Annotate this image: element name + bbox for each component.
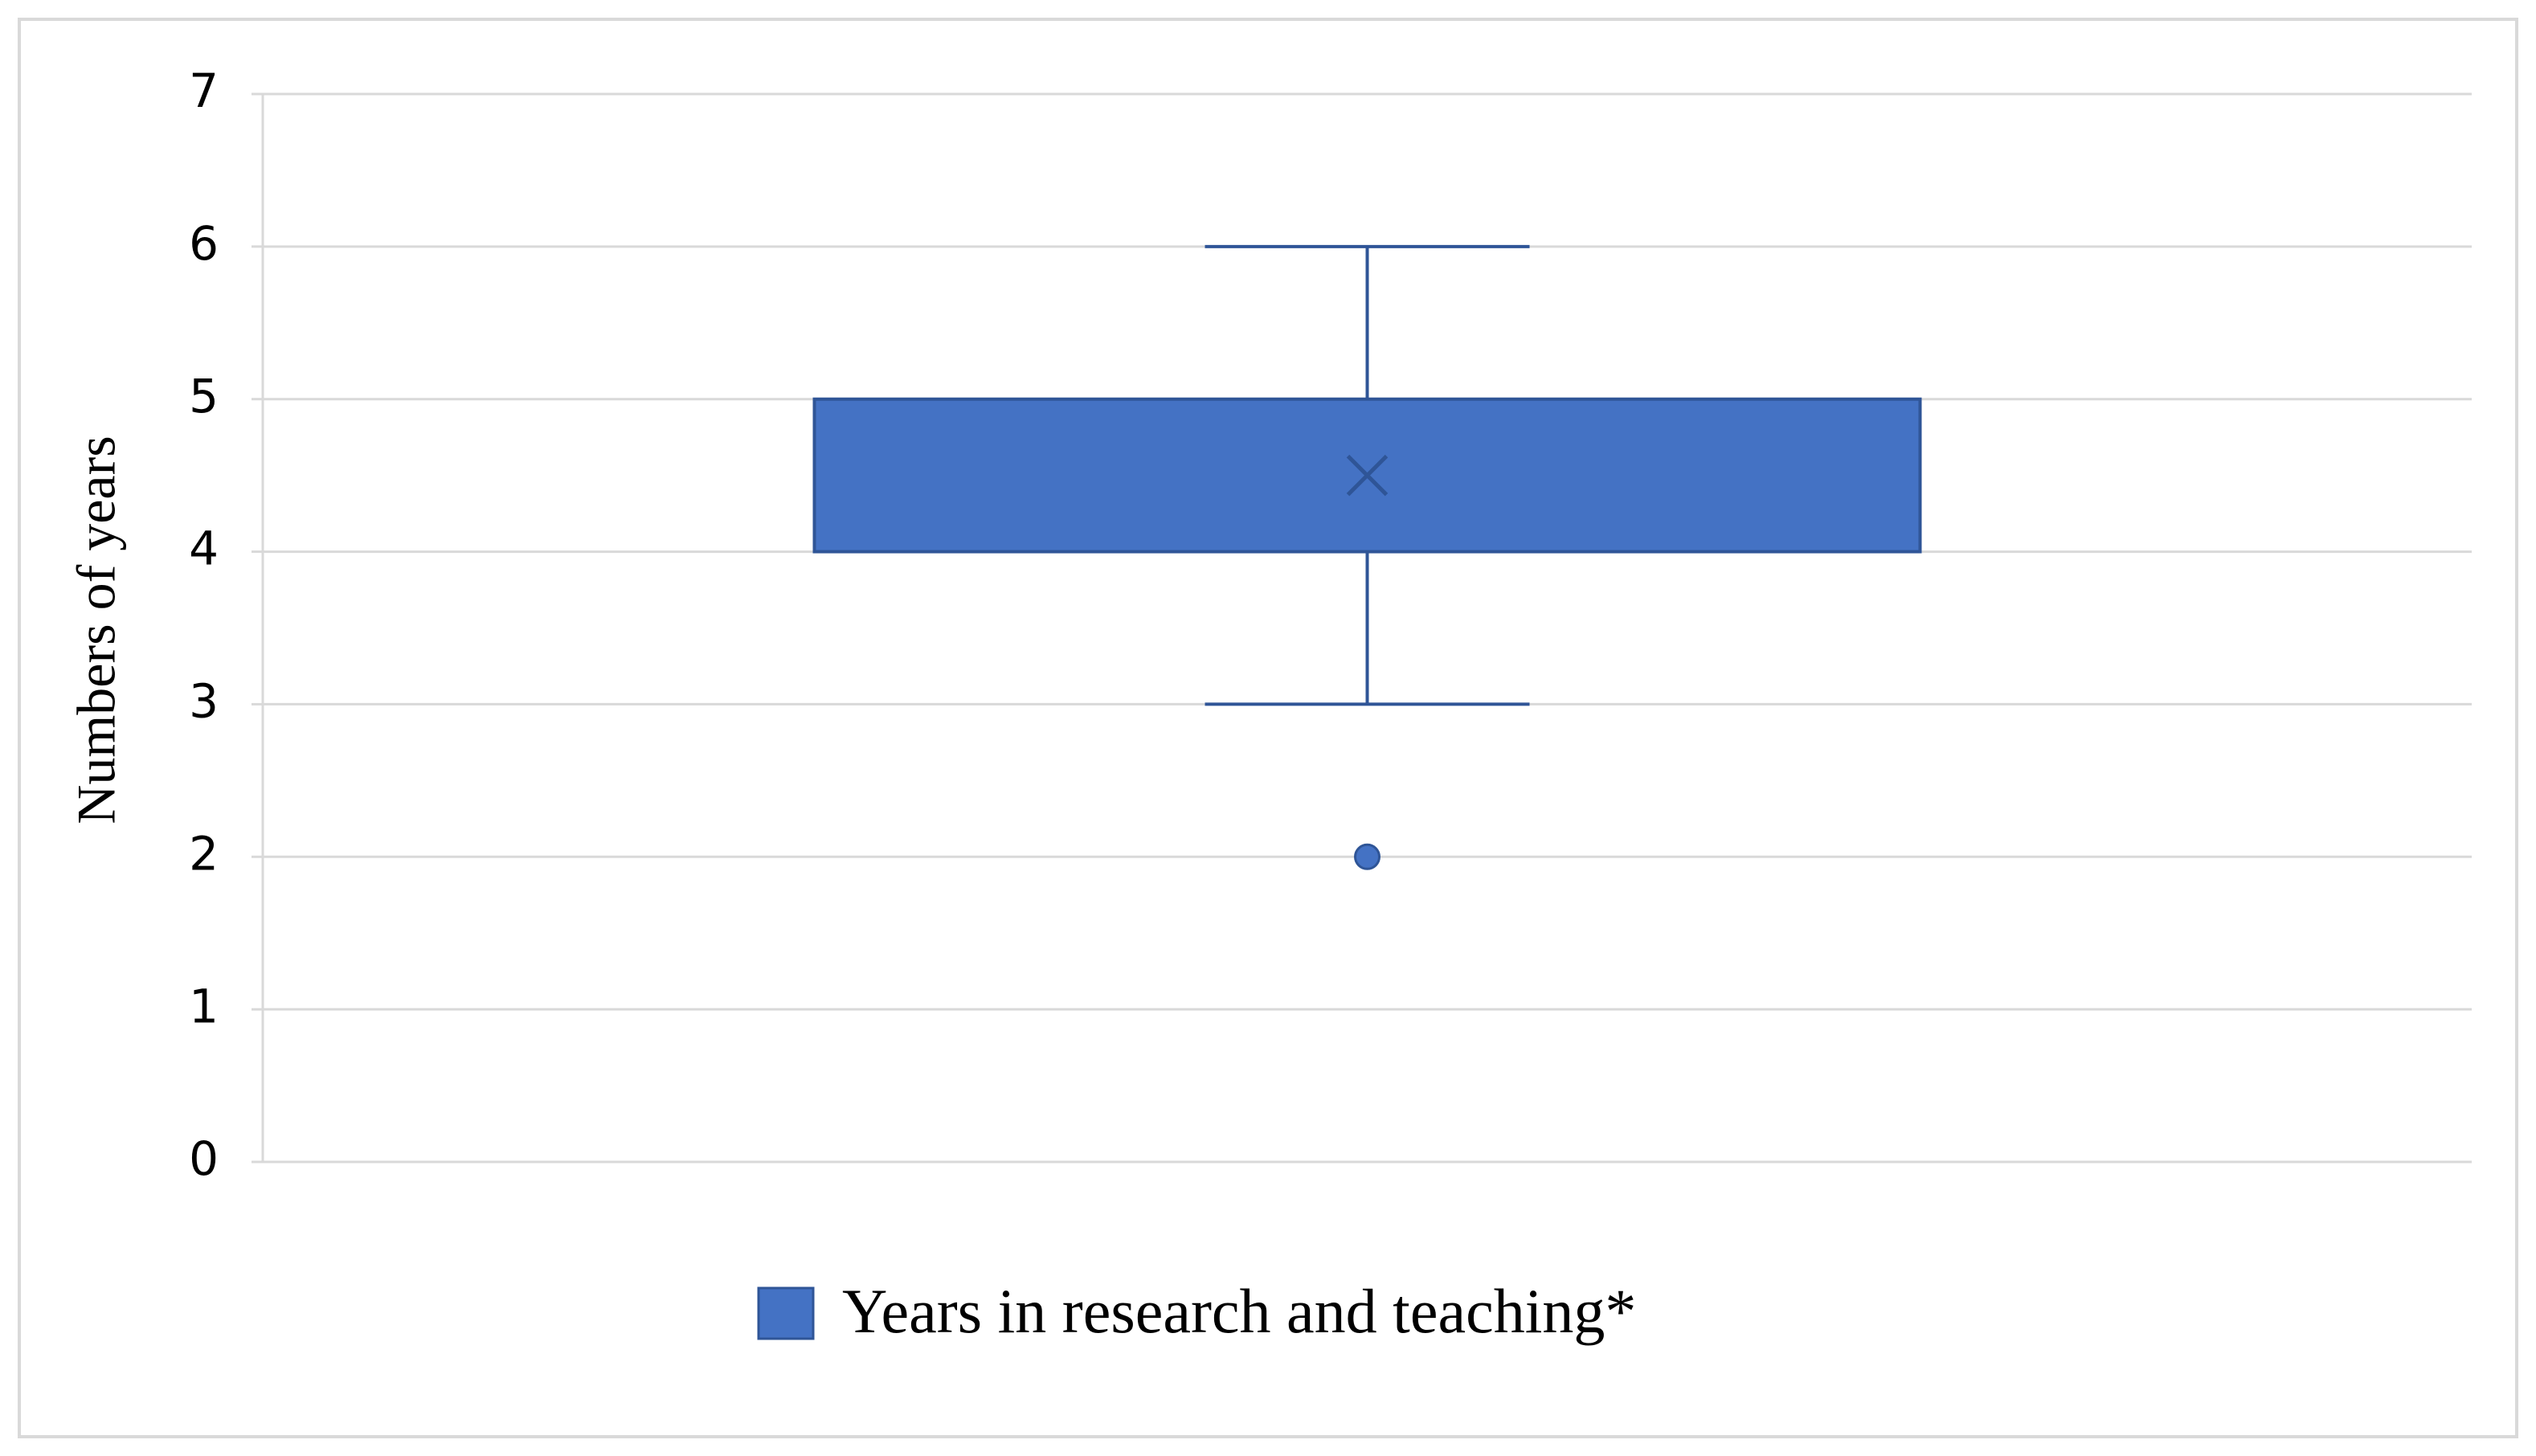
y-tick-label: 3 [189,674,219,729]
y-tick-label: 2 [189,826,219,881]
y-tick-label: 0 [189,1131,219,1186]
y-axis-title: Numbers of years [66,436,127,824]
chart-frame [18,18,2518,1438]
y-tick-label: 5 [189,369,219,423]
legend-swatch [757,1286,815,1340]
legend-label: Years in research and teaching* [842,1276,1636,1346]
y-tick-label: 1 [189,979,219,1033]
mean-marker [1346,454,1389,497]
y-tick-label: 7 [189,63,219,118]
y-tick-label: 4 [189,521,219,576]
y-tick-label: 6 [189,216,219,271]
outlier [1354,843,1380,870]
